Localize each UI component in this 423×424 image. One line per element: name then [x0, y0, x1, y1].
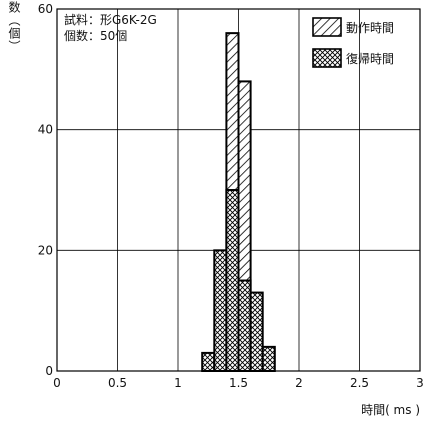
- annotation: 試料：形G6K-2G 個数：50個: [64, 12, 157, 43]
- bar-release: [237, 279, 252, 372]
- x-tick-label: 3: [416, 376, 423, 390]
- y-tick-label: 40: [38, 123, 53, 137]
- y-tick-label: 60: [38, 2, 53, 16]
- legend-swatch-operate: [312, 17, 342, 37]
- bar-release: [225, 189, 240, 372]
- bar-release: [201, 351, 216, 372]
- y-tick-label: 20: [38, 243, 53, 257]
- y-axis-label-text: 接点数（個）: [7, 0, 21, 53]
- legend-label-operate: 動作時間: [346, 21, 394, 35]
- plot-area-frame: [56, 8, 421, 372]
- y-tick-label: 0: [45, 364, 53, 378]
- x-tick-label: 1: [174, 376, 182, 390]
- y-axis-label: 接点数（個）: [7, 0, 21, 53]
- x-axis-label: 時間( ms ): [361, 403, 420, 417]
- bar-release: [249, 291, 264, 373]
- legend: 動作時間 復帰時間: [312, 17, 394, 68]
- bar-release: [261, 345, 276, 373]
- bar-release: [213, 249, 228, 372]
- x-tick-label: 2.5: [350, 376, 369, 390]
- x-tick-label: 2: [295, 376, 303, 390]
- x-tick-label: 1.5: [229, 376, 248, 390]
- annotation-line-sample: 試料：形G6K-2G: [64, 12, 157, 27]
- annotation-line-count: 個数：50個: [64, 28, 127, 43]
- x-tick-label: 0.5: [108, 376, 127, 390]
- legend-swatch-release: [312, 48, 342, 68]
- legend-label-release: 復帰時間: [346, 51, 394, 66]
- tick-labels: 0 0.5 1 1.5 2 2.5 3 0 20 40 60: [38, 2, 423, 390]
- x-tick-label: 0: [53, 376, 61, 390]
- bars: [201, 32, 276, 373]
